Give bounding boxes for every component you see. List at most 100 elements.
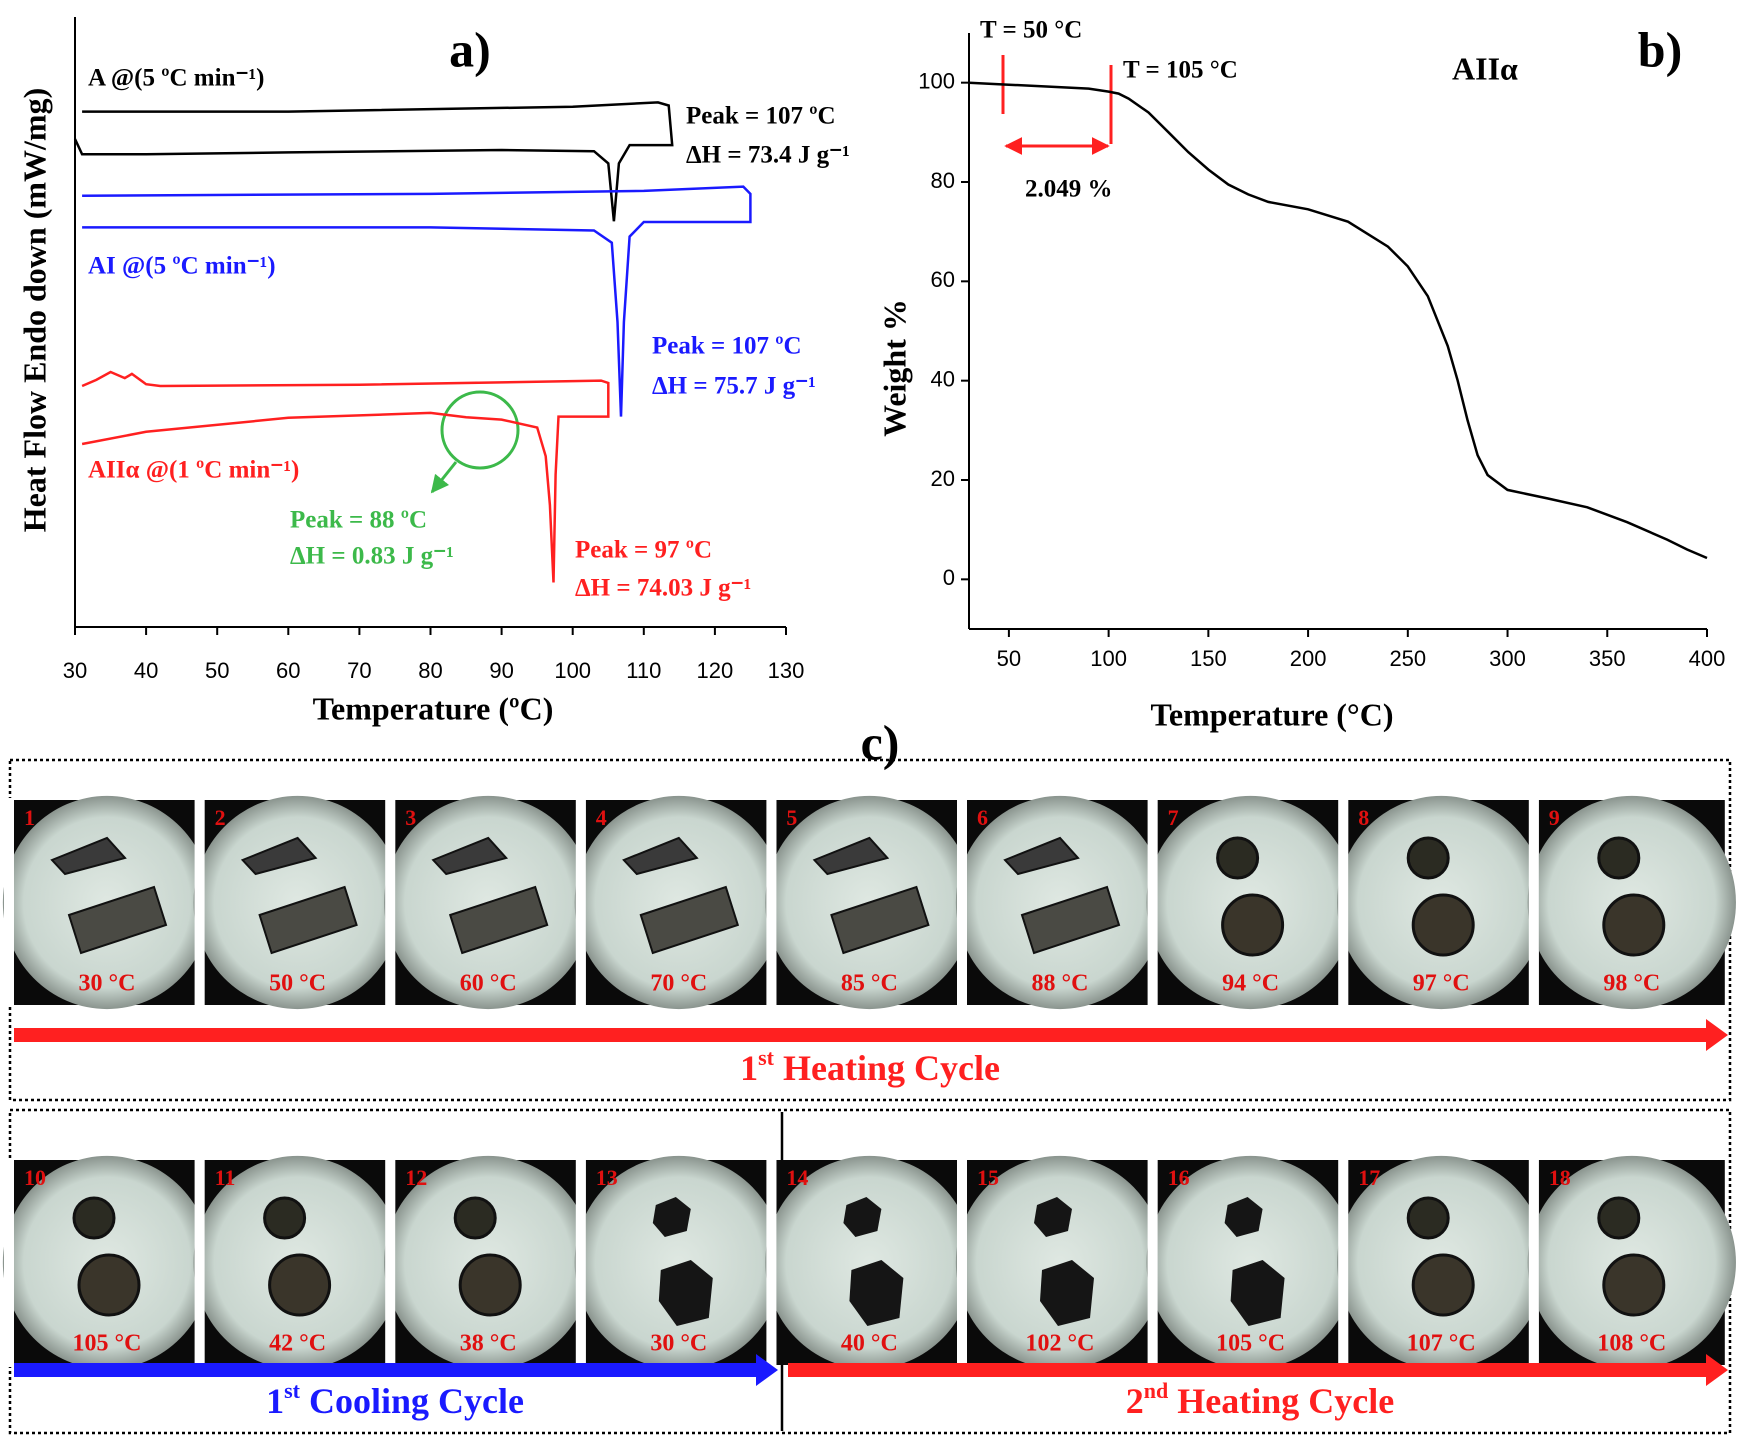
photo-crop [1147, 798, 1158, 1007]
droplet [1597, 836, 1641, 880]
micrograph: 10 105 °C [2, 1155, 212, 1370]
cycle-label: Cooling Cycle [300, 1381, 524, 1421]
data-line [73, 101, 674, 222]
y-tick-label: 100 [918, 68, 955, 93]
frame-temp: 102 °C [1026, 1331, 1095, 1357]
cycle-title: 2nd Heating Cycle [1126, 1378, 1394, 1421]
frame-temp: 98 °C [1603, 971, 1660, 997]
frame-temp: 70 °C [650, 971, 707, 997]
frame-temp: 30 °C [79, 971, 136, 997]
cycle-suffix: nd [1144, 1378, 1168, 1403]
annotation: T = 105 °C [1123, 57, 1238, 84]
micrograph: 13 30 °C [574, 1155, 783, 1370]
x-tick-label: 200 [1290, 646, 1327, 671]
cycle-ordinal: 1 [266, 1381, 284, 1421]
x-tick-label: 130 [768, 658, 805, 683]
cycle-title: 1st Cooling Cycle [266, 1378, 524, 1421]
solid-blob [1034, 1197, 1072, 1237]
micrograph: 17 107 °C [1337, 1155, 1546, 1370]
photo-field [574, 1155, 783, 1370]
frame-number: 3 [405, 805, 416, 830]
frame-temp: 50 °C [269, 971, 326, 997]
y-tick-label: 40 [931, 366, 955, 391]
y-tick-label: 80 [931, 168, 955, 193]
photo-crop [1338, 798, 1349, 1007]
x-tick-label: 300 [1489, 646, 1526, 671]
y-tick-label: 20 [931, 466, 955, 491]
annotation: AIIα @(1 ºC min⁻¹) [88, 457, 299, 484]
panel-label: b) [1638, 21, 1682, 77]
photo-crop [957, 1158, 967, 1367]
droplet [453, 1196, 497, 1240]
crystal [50, 836, 127, 876]
annotation: ΔH = 73.4 J g⁻¹ [686, 142, 850, 169]
x-tick-label: 80 [418, 658, 442, 683]
annotation: AIIα [1452, 50, 1518, 86]
x-tick-label: 120 [697, 658, 734, 683]
droplet [1602, 893, 1666, 957]
photo-field [1146, 1155, 1355, 1370]
frame-number: 9 [1549, 805, 1560, 830]
annotation: Peak = 88 ºC [290, 507, 427, 534]
crystal [639, 885, 740, 955]
frame-temp: 30 °C [650, 1331, 707, 1357]
droplet [72, 1196, 116, 1240]
micrograph: 7 94 °C [1146, 795, 1355, 1010]
droplet [1221, 893, 1285, 957]
frame-number: 12 [405, 1165, 427, 1190]
crystal [1003, 836, 1080, 876]
annotation: 2.049 % [1025, 176, 1113, 203]
frame-temp: 38 °C [460, 1331, 517, 1357]
frame-temp: 85 °C [841, 971, 898, 997]
data-line [81, 370, 610, 583]
micrograph: 11 42 °C [193, 1155, 402, 1370]
cycle-arrow-head [1706, 1354, 1728, 1386]
solid-blob [1040, 1260, 1094, 1326]
annotation: ΔH = 74.03 J g⁻¹ [575, 575, 751, 602]
x-tick-label: 50 [997, 646, 1021, 671]
crystal [240, 836, 318, 876]
cycle-title: 1st Heating Cycle [740, 1045, 1000, 1088]
droplet [268, 1253, 332, 1317]
frame-temp: 105 °C [73, 1331, 142, 1357]
crystal [812, 836, 890, 876]
x-tick-label: 60 [276, 658, 300, 683]
frame-temp: 94 °C [1222, 971, 1279, 997]
data-line [968, 81, 1708, 560]
y-tick-label: 0 [943, 565, 955, 590]
micrograph: 16 105 °C [1146, 1155, 1355, 1370]
frame-temp: 97 °C [1413, 971, 1470, 997]
x-tick-label: 150 [1190, 646, 1227, 671]
frame-number: 8 [1358, 805, 1369, 830]
droplet [1216, 836, 1260, 880]
frame-number: 10 [24, 1165, 46, 1190]
frame-number: 18 [1549, 1165, 1571, 1190]
panel-label: c) [861, 714, 900, 770]
solid-blob [849, 1260, 904, 1326]
x-tick-label: 250 [1389, 646, 1426, 671]
frame-temp: 40 °C [841, 1331, 898, 1357]
frame-number: 14 [786, 1165, 808, 1190]
micrograph: 1 30 °C [2, 795, 212, 1010]
pointer-arrow [430, 461, 458, 494]
cycle-ordinal: 1 [740, 1048, 758, 1088]
droplet [1602, 1253, 1666, 1317]
annotation: T = 50 °C [980, 17, 1082, 44]
photo-crop [1528, 1158, 1539, 1367]
droplet [1411, 1253, 1475, 1317]
frame-temp: 107 °C [1407, 1331, 1476, 1357]
frame-number: 4 [596, 805, 607, 830]
micrograph: 4 70 °C [574, 795, 783, 1010]
micrograph: 12 38 °C [384, 1155, 593, 1370]
crystal [830, 885, 930, 955]
annotation: ΔH = 75.7 J g⁻¹ [652, 373, 816, 400]
micrograph: 8 97 °C [1337, 795, 1546, 1010]
crystal [1020, 885, 1121, 955]
micrograph: 18 108 °C [1527, 1155, 1736, 1370]
photo-crop [4, 798, 14, 1007]
photo-crop [766, 1158, 777, 1367]
frame-temp: 42 °C [269, 1331, 326, 1357]
x-tick-label: 400 [1689, 646, 1726, 671]
cycle-arrow [788, 1363, 1708, 1377]
droplet [1406, 1196, 1450, 1240]
